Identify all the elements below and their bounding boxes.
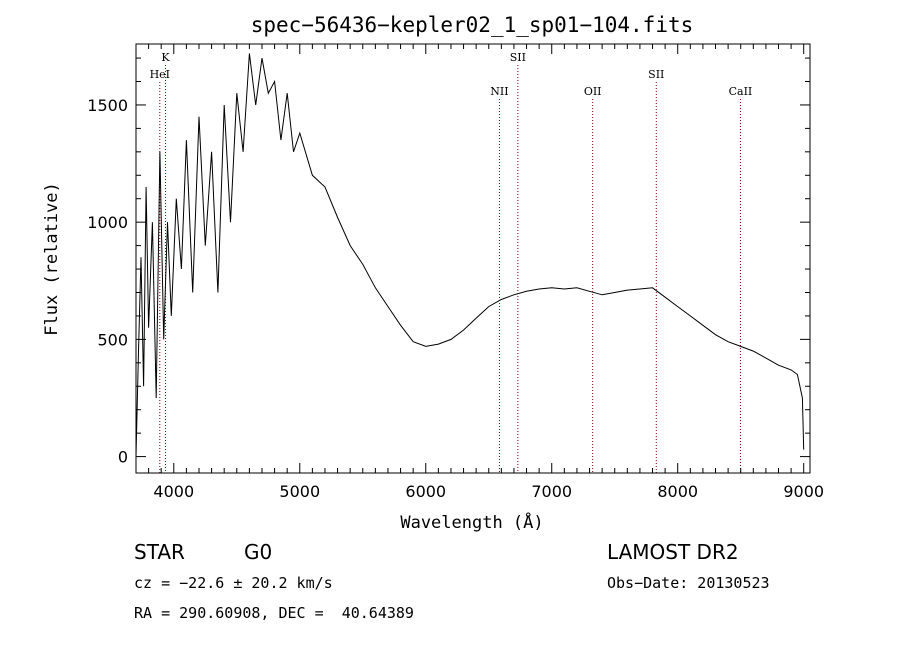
survey-name: LAMOST DR2 [607,540,739,564]
y-axis-label: Flux (relative) [42,182,62,336]
spectrum-chart: spec−56436−kepler02_1_sp01−104.fits K HeI… [42,13,824,533]
x-tick-label: 9000 [783,482,824,501]
spectral-line-label: SII [648,68,664,81]
spectrum-line [135,53,805,457]
spectral-line-label: CaII [729,85,753,98]
redshift-velocity: cz = −22.6 ± 20.2 km/s [134,574,333,592]
spectral-line-label: OII [584,85,602,98]
coordinates: RA = 290.60908, DEC = 40.64389 [134,604,414,622]
y-tick-label: 500 [97,330,128,349]
x-axis-label: Wavelength (Å) [400,511,543,533]
chart-title: spec−56436−kepler02_1_sp01−104.fits [251,13,694,37]
x-tick-label: 7000 [531,482,572,501]
axis-tick-labels: 4000 5000 6000 7000 8000 9000 0 500 1000 1500 [87,96,824,501]
y-tick-label: 1500 [87,96,128,115]
object-type: STAR [134,540,185,564]
plot-frame [135,43,811,474]
x-tick-label: 6000 [405,482,446,501]
axis-ticks [135,44,810,473]
y-tick-label: 1000 [87,213,128,232]
x-tick-label: 5000 [279,482,320,501]
x-tick-label: 4000 [153,482,194,501]
x-tick-label: 8000 [657,482,698,501]
spectral-line-label: HeI [150,68,170,81]
spectral-line-label: NII [490,85,508,98]
y-tick-label: 0 [118,448,128,467]
spectral-line-label: K [161,51,170,64]
observation-date: Obs−Date: 20130523 [607,574,770,592]
spectral-line-label: SII [510,51,526,64]
spectral-subclass: G0 [244,540,273,564]
spectral-line-markers: K HeI NII SII OII SII CaII [150,51,753,473]
